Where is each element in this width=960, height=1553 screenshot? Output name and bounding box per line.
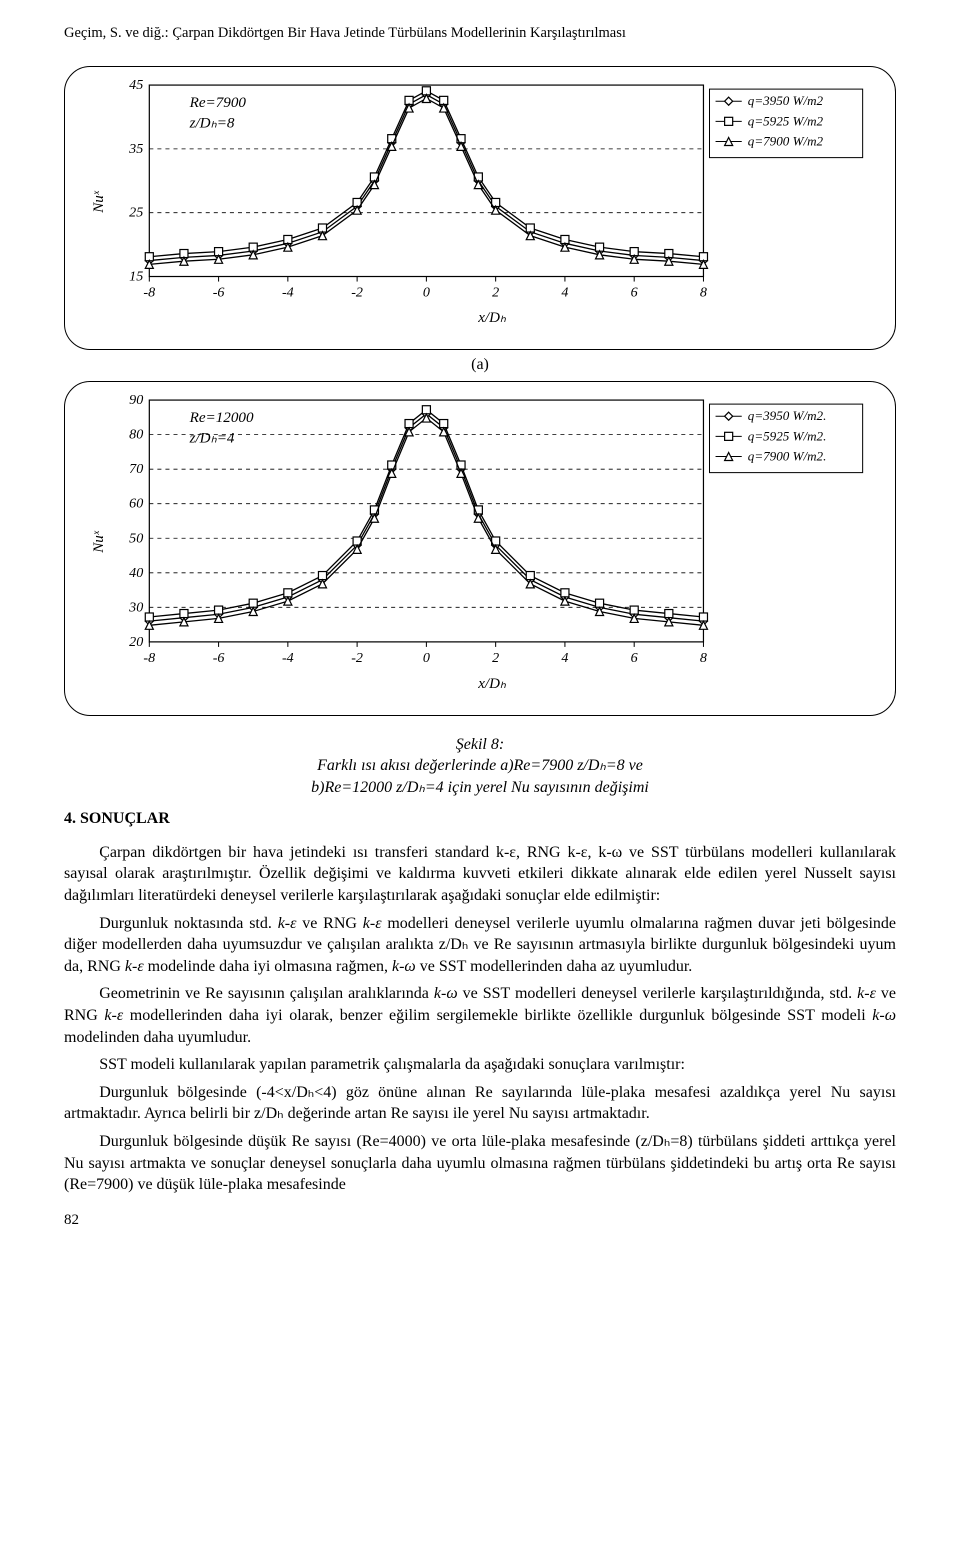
svg-text:-6: -6 [213,650,225,666]
chart-a-ylabel: Nuˣ [85,191,109,213]
svg-text:z/Dₕ=8: z/Dₕ=8 [189,115,235,131]
svg-text:8: 8 [700,650,707,666]
svg-text:-4: -4 [282,650,294,666]
t: Geometrinin ve Re sayısının çalışılan ar… [99,985,434,1002]
svg-text:20: 20 [129,634,143,650]
t: k-ε [278,915,297,932]
t: k-ω [392,958,416,975]
svg-text:0: 0 [423,650,430,666]
svg-text:25: 25 [129,204,143,220]
para-5: Durgunluk bölgesinde (-4<x/Dₕ<4) göz önü… [64,1082,896,1125]
figure-panel-b: Nuˣ 20 30 40 50 60 70 80 90 -8 -6 -4 -2 0 2 4 6 8 Re=1200… [64,381,896,715]
t: k-ε [363,915,382,932]
t: Durgunluk noktasında std. [99,915,278,932]
running-head: Geçim, S. ve diğ.: Çarpan Dikdörtgen Bir… [64,24,896,44]
caption-line-2: Farklı ısı akısı değerlerinde a)Re=7900 … [317,757,643,774]
svg-text:40: 40 [129,565,143,581]
svg-text:15: 15 [129,268,143,284]
figure-panel-a: Nuˣ 15 25 35 45 -8 -6 -4 -2 0 2 4 6 8 Re=7900 z/Dₕ=8 q=… [64,66,896,350]
t: k-ε [104,1007,123,1024]
svg-text:2: 2 [492,284,499,300]
svg-text:q=5925 W/m2: q=5925 W/m2 [748,113,824,128]
para-4: SST modeli kullanılarak yapılan parametr… [64,1054,896,1076]
para-1: Çarpan dikdörtgen bir hava jetindeki ısı… [64,842,896,907]
t: k-ω [872,1007,896,1024]
svg-text:-4: -4 [282,284,294,300]
t: modelinden daha uyumludur. [64,1029,251,1046]
svg-text:4: 4 [562,650,569,666]
svg-text:q=3950 W/m2: q=3950 W/m2 [748,93,824,108]
svg-text:-8: -8 [144,650,156,666]
svg-text:6: 6 [631,650,638,666]
chart-b-ylabel: Nuˣ [85,531,109,553]
t: modelinde daha iyi olmasına rağmen, [144,958,392,975]
svg-text:70: 70 [129,461,143,477]
svg-text:q=7900 W/m2: q=7900 W/m2 [748,133,824,148]
svg-text:-8: -8 [144,284,156,300]
t: ve SST modellerinden daha az uyumludur. [416,958,693,975]
t: ve SST modelleri deneysel verilerle karş… [458,985,858,1002]
svg-text:Re=7900: Re=7900 [189,95,247,111]
svg-text:z/Dₕ=4: z/Dₕ=4 [189,431,235,447]
svg-text:q=5925 W/m2.: q=5925 W/m2. [748,429,827,444]
svg-text:Re=12000: Re=12000 [189,410,254,426]
chart-a-xlabel: x/Dₕ [109,308,875,328]
svg-text:0: 0 [423,284,430,300]
t: k-ω [434,985,458,1002]
svg-text:50: 50 [129,530,143,546]
page-number: 82 [64,1210,896,1230]
svg-text:-2: -2 [351,284,363,300]
para-2: Durgunluk noktasında std. k-ε ve RNG k-ε… [64,913,896,978]
svg-text:q=7900 W/m2.: q=7900 W/m2. [748,449,827,464]
t: ve RNG [296,915,362,932]
chart-b-svg: 20 30 40 50 60 70 80 90 -8 -6 -4 -2 0 2 4 6 8 Re=12000 z/D… [109,390,875,672]
caption-line-1: Şekil 8: [456,736,504,753]
svg-text:q=3950 W/m2.: q=3950 W/m2. [748,408,827,423]
svg-text:45: 45 [129,77,143,93]
t: k-ε [857,985,876,1002]
chart-b-xlabel: x/Dₕ [109,674,875,694]
svg-text:-2: -2 [351,650,363,666]
t: k-ε [125,958,144,975]
figure-sublabel-a: (a) [64,354,896,376]
para-6: Durgunluk bölgesinde düşük Re sayısı (Re… [64,1131,896,1196]
svg-text:30: 30 [128,600,143,616]
svg-text:8: 8 [700,284,707,300]
para-3: Geometrinin ve Re sayısının çalışılan ar… [64,983,896,1048]
svg-text:-6: -6 [213,284,225,300]
caption-line-3: b)Re=12000 z/Dₕ=4 için yerel Nu sayısını… [311,779,649,796]
figure-caption: Şekil 8: Farklı ısı akısı değerlerinde a… [64,734,896,799]
svg-text:2: 2 [492,650,499,666]
section-heading: 4. SONUÇLAR [64,808,896,830]
svg-text:80: 80 [129,427,143,443]
svg-text:6: 6 [631,284,638,300]
svg-text:60: 60 [129,496,143,512]
svg-text:35: 35 [128,140,143,156]
chart-a-svg: 15 25 35 45 -8 -6 -4 -2 0 2 4 6 8 Re=7900 z/Dₕ=8 q=3950… [109,75,875,307]
svg-text:4: 4 [562,284,569,300]
svg-text:90: 90 [129,392,143,408]
t: modellerinden daha iyi olarak, benzer eğ… [123,1007,872,1024]
